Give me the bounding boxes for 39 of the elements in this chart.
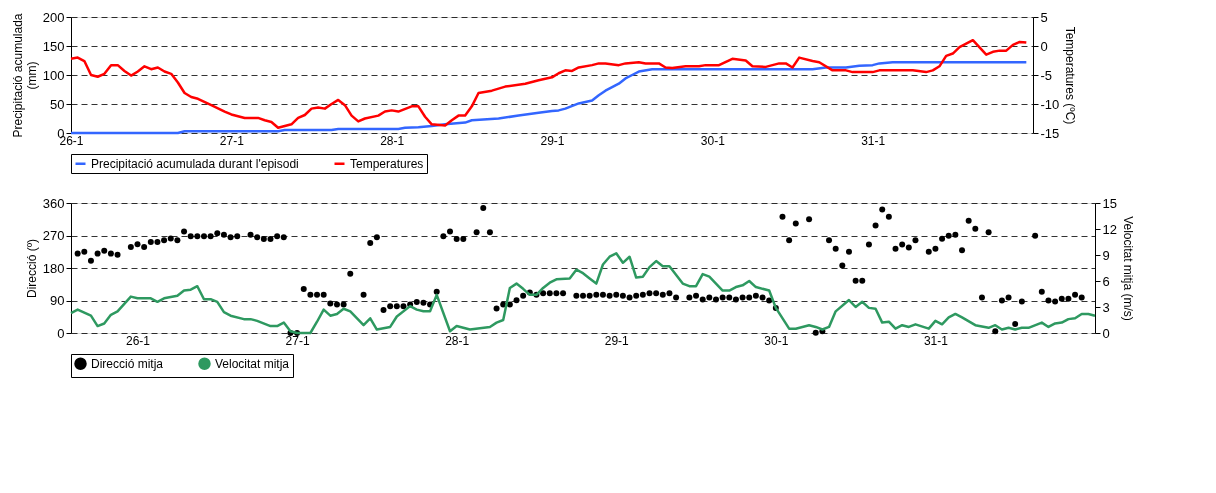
legend-label: Direcció mitja: [91, 356, 164, 371]
legend-label: Velocitat mitja: [215, 356, 290, 371]
y2-tick-label: 15: [1102, 195, 1117, 211]
x-tick-label: 28-1: [380, 133, 405, 148]
y2-tick-label: 6: [1102, 273, 1110, 289]
y2-axis-title: Temperatures (ºC): [1063, 26, 1078, 125]
y-tick-label: 150: [42, 38, 65, 54]
x-tick-label: 26-1: [125, 333, 151, 348]
y-tick-label: 0: [57, 325, 65, 341]
y2-tick-label: 12: [1102, 221, 1117, 237]
y-tick-label: 200: [42, 9, 65, 25]
y2-tick-label: -15: [1040, 125, 1060, 141]
y-axis-title: Precipitació acumulada (mm): [10, 13, 39, 138]
x-tick-label: 31-1: [861, 133, 886, 148]
y2-tick-label: -10: [1040, 96, 1060, 112]
y2-tick-label: 3: [1102, 299, 1110, 315]
x-tick-label: 27-1: [285, 333, 310, 348]
x-tick-label: 28-1: [445, 333, 470, 348]
y-tick-label: 180: [42, 260, 65, 276]
y-axis-title: Direcció (º): [24, 238, 39, 299]
x-tick-label: 29-1: [604, 333, 630, 348]
y-tick-label: 100: [42, 67, 65, 83]
x-tick-label: 29-1: [540, 133, 565, 148]
y2-tick-label: 9: [1102, 247, 1110, 263]
y2-axis-title: Velocitat mitja (m/s): [1120, 216, 1135, 321]
x-tick-label: 30-1: [700, 133, 726, 148]
x-tick-label: 30-1: [764, 333, 789, 348]
y2-tick-label: 5: [1040, 9, 1048, 25]
legend-label: Precipitació acumulada durant l'episodi: [91, 156, 299, 171]
x-tick-label: 27-1: [219, 133, 245, 148]
y2-tick-label: 0: [1040, 38, 1048, 54]
y-tick-label: 270: [42, 228, 65, 243]
legend-label: Temperatures: [350, 156, 424, 171]
y-tick-label: 50: [50, 96, 65, 112]
y-tick-label: 360: [42, 195, 65, 211]
x-tick-label: 31-1: [923, 333, 949, 348]
y2-tick-label: 0: [1102, 325, 1110, 341]
y2-tick-label: -5: [1040, 67, 1053, 83]
y-tick-label: 90: [50, 293, 65, 308]
